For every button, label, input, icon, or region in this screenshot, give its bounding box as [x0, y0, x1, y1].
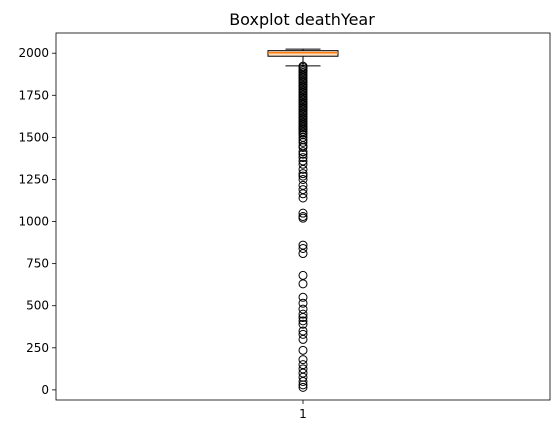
outlier-point — [298, 380, 308, 390]
box-iqr — [267, 50, 339, 57]
outlier-point — [298, 243, 308, 253]
outlier-point — [298, 171, 308, 181]
boxplot — [267, 48, 339, 67]
outlier-point — [298, 193, 308, 203]
y-tick-label: 500 — [26, 299, 49, 313]
outlier-point — [298, 142, 308, 152]
y-tick-label: 1750 — [18, 88, 49, 102]
outlier-point — [298, 174, 308, 184]
outlier-point — [298, 279, 308, 289]
outlier-point — [298, 137, 308, 147]
outlier-point — [298, 382, 308, 392]
outlier-point — [298, 376, 308, 386]
y-tick-label: 250 — [26, 341, 49, 355]
outlier-point — [298, 213, 308, 223]
outlier-point — [298, 313, 308, 323]
outlier-point — [298, 319, 308, 329]
y-tick-label: 1500 — [18, 130, 49, 144]
y-tick-label: 1000 — [18, 215, 49, 229]
outlier-point — [298, 334, 308, 344]
outlier-point — [298, 189, 308, 199]
outlier-points — [298, 61, 308, 392]
y-tick-label: 1250 — [18, 172, 49, 186]
y-tick-label: 750 — [26, 257, 49, 271]
outlier-point — [298, 292, 308, 302]
y-tick-label: 2000 — [18, 46, 49, 60]
outlier-point — [298, 355, 308, 365]
outlier-point — [298, 316, 308, 326]
y-tick-label: 0 — [41, 383, 49, 397]
chart-title: Boxplot deathYear — [229, 10, 375, 29]
outlier-point — [298, 345, 308, 355]
outlier-point — [298, 298, 308, 308]
outlier-point — [298, 249, 308, 259]
outlier-point — [298, 329, 308, 339]
outlier-point — [298, 147, 308, 157]
outlier-point — [298, 169, 308, 179]
outlier-point — [298, 159, 308, 169]
outlier-point — [298, 149, 308, 159]
x-axis: 1 — [299, 400, 307, 421]
outlier-point — [298, 164, 308, 174]
outlier-point — [298, 153, 308, 163]
axes-frame — [55, 32, 551, 401]
outlier-point — [298, 208, 308, 218]
outlier-point — [298, 309, 308, 319]
x-tick-label: 1 — [299, 407, 307, 421]
outlier-point — [298, 270, 308, 280]
y-axis: 0 250 500 750 1000 1250 1500 1750 2000 — [18, 46, 56, 397]
